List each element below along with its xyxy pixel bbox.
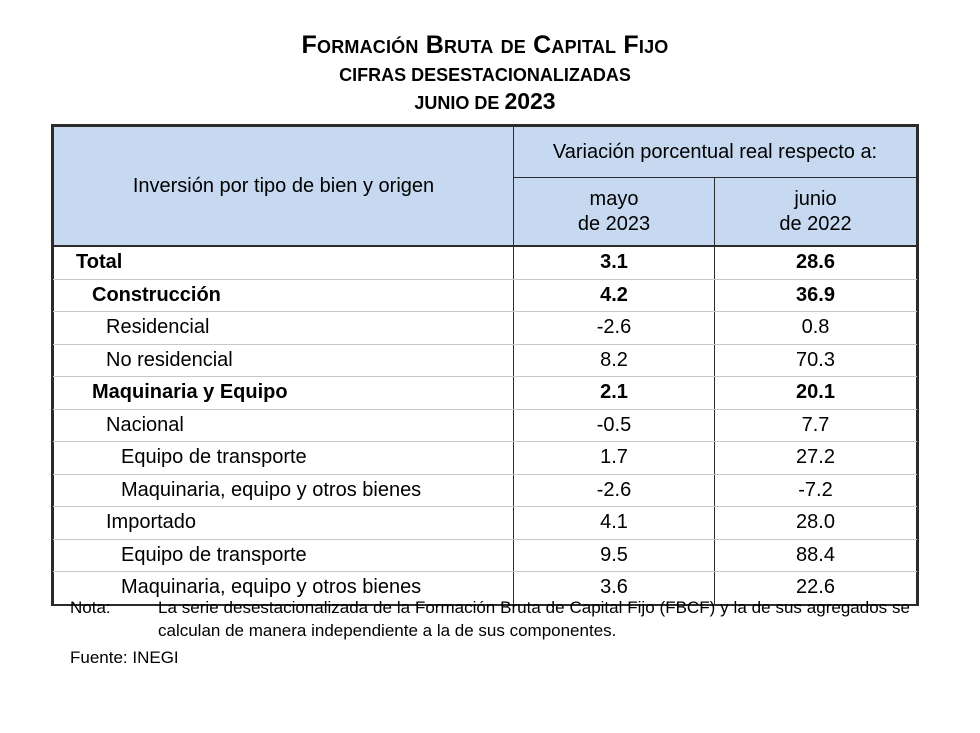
value-jun-2022: -7.2 — [714, 474, 917, 507]
data-table-frame: Inversión por tipo de bien y origen Vari… — [51, 124, 919, 606]
col-may-line1: mayo — [589, 187, 639, 210]
table-row: Maquinaria, equipo y otros bienes -2.6 -… — [53, 474, 917, 507]
row-label: Maquinaria, equipo y otros bienes — [53, 571, 514, 604]
table-row: Nacional -0.5 7.7 — [53, 409, 917, 442]
row-label: Construcción — [53, 279, 514, 312]
col-jun-line2: de 2022 — [779, 212, 852, 235]
note-text: La serie desestacionalizada de la Formac… — [158, 598, 910, 640]
value-may-2023: 1.7 — [513, 441, 715, 475]
row-label: Nacional — [53, 409, 514, 442]
data-table: Inversión por tipo de bien y origen Vari… — [53, 125, 917, 604]
period-year: 2023 — [504, 88, 556, 114]
title-block: Formación Bruta de Capital Fijo CIFRAS D… — [0, 30, 970, 116]
row-label: Equipo de transporte — [53, 441, 514, 475]
footnotes: Nota: La serie desestacionalizada de la … — [70, 596, 910, 669]
row-label-header: Inversión por tipo de bien y origen — [53, 126, 514, 247]
period-title: JUNIO DE 2023 — [0, 88, 970, 116]
col-may-line2: de 2023 — [577, 212, 651, 235]
value-may-2023: 9.5 — [513, 539, 715, 572]
table-row: Total 3.1 28.6 — [53, 245, 917, 280]
value-may-2023: 3.1 — [513, 245, 715, 280]
source-line: Fuente: INEGI — [70, 648, 179, 667]
value-may-2023: 3.6 — [513, 571, 715, 604]
variation-group-header: Variación porcentual real respecto a: — [513, 125, 917, 179]
value-may-2023: 4.1 — [513, 506, 715, 540]
note: Nota: La serie desestacionalizada de la … — [70, 596, 910, 642]
value-jun-2022: 28.6 — [714, 245, 917, 280]
value-jun-2022: 36.9 — [714, 279, 917, 312]
value-jun-2022: 88.4 — [714, 539, 917, 572]
value-jun-2022: 20.1 — [714, 376, 917, 410]
main-title: Formación Bruta de Capital Fijo — [301, 31, 669, 59]
col-jun-2022-header: junio de 2022 — [714, 177, 917, 247]
table-row: Equipo de transporte 1.7 27.2 — [53, 441, 917, 475]
col-may-2023-header: mayo de 2023 — [513, 177, 715, 247]
note-key: Nota: — [70, 598, 111, 617]
value-jun-2022: 27.2 — [714, 441, 917, 475]
table-row: Importado 4.1 28.0 — [53, 506, 917, 540]
value-jun-2022: 70.3 — [714, 344, 917, 377]
table-row: Residencial -2.6 0.8 — [53, 311, 917, 345]
row-label: Equipo de transporte — [53, 539, 514, 572]
table-row: Maquinaria y Equipo 2.1 20.1 — [53, 376, 917, 410]
value-may-2023: -2.6 — [513, 474, 715, 507]
table-row: Maquinaria, equipo y otros bienes 3.6 22… — [53, 571, 917, 604]
table-row: Equipo de transporte 9.5 88.4 — [53, 539, 917, 572]
subtitle: CIFRAS DESESTACIONALIZADAS — [339, 65, 631, 85]
row-label: Total — [53, 245, 514, 280]
value-jun-2022: 0.8 — [714, 311, 917, 345]
period-prefix: JUNIO DE — [414, 93, 500, 113]
value-may-2023: -0.5 — [513, 409, 715, 442]
value-may-2023: 8.2 — [513, 344, 715, 377]
value-jun-2022: 22.6 — [714, 571, 917, 604]
col-jun-line1: junio — [794, 187, 837, 210]
value-jun-2022: 7.7 — [714, 409, 917, 442]
table-row: No residencial 8.2 70.3 — [53, 344, 917, 377]
value-jun-2022: 28.0 — [714, 506, 917, 540]
value-may-2023: 2.1 — [513, 376, 715, 410]
row-label: Maquinaria y Equipo — [53, 376, 514, 410]
row-label: Residencial — [53, 311, 514, 345]
row-label: Importado — [53, 506, 514, 540]
value-may-2023: 4.2 — [513, 279, 715, 312]
row-label: Maquinaria, equipo y otros bienes — [53, 474, 514, 507]
value-may-2023: -2.6 — [513, 311, 715, 345]
row-label: No residencial — [53, 344, 514, 377]
table-row: Construcción 4.2 36.9 — [53, 279, 917, 312]
